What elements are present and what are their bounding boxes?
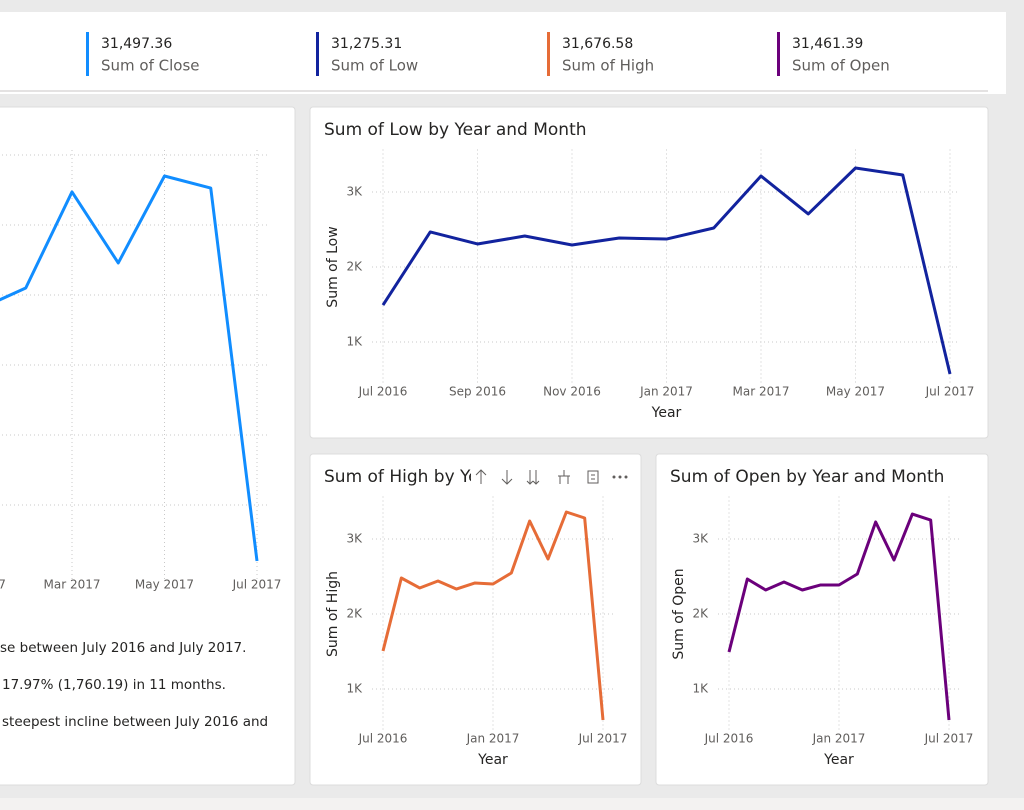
x-tick-label: Jul 2016 bbox=[358, 385, 408, 399]
x-tick-label: May 2017 bbox=[826, 385, 885, 399]
x-tick-label: Jul 2017 bbox=[232, 578, 282, 592]
x-axis-title: Year bbox=[823, 752, 854, 768]
card-value: 31,497.36 bbox=[101, 36, 172, 52]
toolbar-bg bbox=[471, 462, 636, 492]
panel bbox=[655, 453, 989, 786]
y-tick-label: 2K bbox=[346, 260, 363, 274]
narrative-line: steepest incline between July 2016 and bbox=[2, 714, 268, 730]
x-tick-label: Jul 2016 bbox=[358, 732, 408, 746]
card-value: 31,676.58 bbox=[562, 36, 633, 52]
card-value: 31,461.39 bbox=[792, 36, 863, 52]
y-axis-title: Sum of Open bbox=[671, 568, 687, 659]
more-icon[interactable] bbox=[624, 475, 628, 479]
y-tick-label: 3K bbox=[346, 532, 363, 546]
chart-title: Sum of Low by Year and Month bbox=[324, 120, 587, 140]
y-tick-label: 1K bbox=[692, 682, 709, 696]
visual-toolbar bbox=[471, 462, 636, 492]
data-line bbox=[0, 174, 259, 562]
x-tick-label: May 2017 bbox=[135, 578, 194, 592]
y-axis-title: Sum of Low bbox=[325, 226, 341, 307]
y-tick-label: 3K bbox=[346, 185, 363, 199]
y-axis-title: Sum of High bbox=[325, 571, 341, 657]
card-label: Sum of Low bbox=[331, 57, 418, 75]
sort-up-icon[interactable] bbox=[475, 469, 487, 484]
y-tick-label: 1K bbox=[346, 682, 363, 696]
chart-title: Sum of Open by Year and Month bbox=[670, 467, 944, 487]
card-strip bbox=[0, 12, 1006, 94]
narrative-line: 17.97% (1,760.19) in 11 months. bbox=[2, 677, 226, 693]
charts: 31,497.36 Sum of Close 31,275.31 Sum of Low… bbox=[0, 32, 974, 768]
x-tick-label: Jan 2017 bbox=[639, 385, 693, 399]
data-line bbox=[381, 510, 605, 721]
card-accent bbox=[86, 32, 89, 76]
card-label: Sum of High bbox=[562, 57, 654, 75]
more-icon[interactable] bbox=[618, 475, 622, 479]
card-accent bbox=[316, 32, 319, 76]
card-accent bbox=[547, 32, 550, 76]
x-tick-label: Mar 2017 bbox=[733, 385, 790, 399]
card-label: Sum of Open bbox=[792, 57, 890, 75]
sort-down-icon[interactable] bbox=[501, 470, 513, 485]
focus-icon[interactable] bbox=[587, 470, 599, 484]
narrative-line: se between July 2016 and July 2017. bbox=[0, 640, 246, 656]
x-tick-label: Jul 2017 bbox=[925, 385, 975, 399]
x-tick-label: Jan 2017 bbox=[0, 578, 6, 592]
y-tick-label: 3K bbox=[692, 532, 709, 546]
x-tick-label: Jul 2017 bbox=[924, 732, 974, 746]
x-axis-title: Year bbox=[651, 405, 682, 421]
x-tick-label: Nov 2016 bbox=[543, 385, 601, 399]
y-tick-label: 1K bbox=[346, 335, 363, 349]
data-line bbox=[381, 166, 952, 375]
x-axis-title: Year bbox=[477, 752, 508, 768]
x-tick-label: Jul 2017 bbox=[578, 732, 628, 746]
bottom-strip bbox=[0, 798, 1024, 810]
y-tick-label: 2K bbox=[692, 607, 709, 621]
hierarchy-icon[interactable] bbox=[558, 470, 570, 484]
x-tick-label: Jan 2017 bbox=[466, 732, 520, 746]
card-label: Sum of Close bbox=[101, 57, 200, 75]
x-tick-label: Mar 2017 bbox=[44, 578, 101, 592]
y-tick-label: 2K bbox=[346, 607, 363, 621]
more-icon[interactable] bbox=[612, 475, 616, 479]
card-accent bbox=[777, 32, 780, 76]
panel bbox=[309, 106, 989, 439]
card-value: 31,275.31 bbox=[331, 36, 402, 52]
data-line bbox=[727, 512, 951, 721]
x-tick-label: Jan 2017 bbox=[812, 732, 866, 746]
x-tick-label: Jul 2016 bbox=[704, 732, 754, 746]
expand-icon[interactable] bbox=[526, 470, 540, 485]
x-tick-label: Sep 2016 bbox=[449, 385, 506, 399]
